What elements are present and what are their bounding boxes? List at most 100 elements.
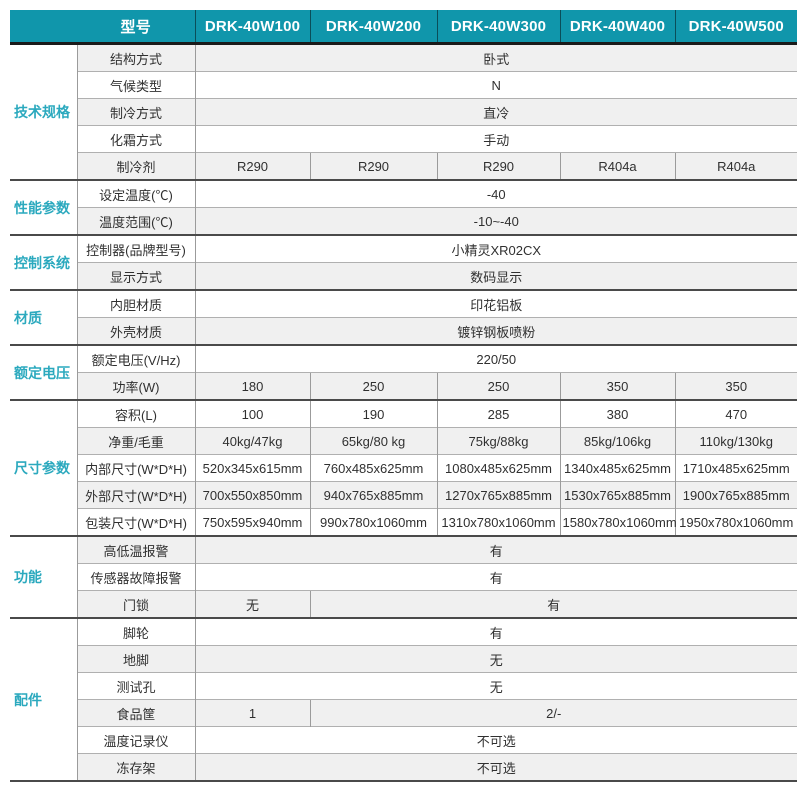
table-row: 显示方式 数码显示 [10, 262, 797, 290]
row-label: 温度记录仪 [76, 726, 196, 754]
row-label: 容积(L) [76, 399, 196, 428]
model-header: DRK-40W200 [309, 10, 437, 45]
value-cell: 110kg/130kg [674, 427, 797, 455]
row-label: 设定温度(℃) [76, 179, 196, 208]
row-label: 外壳材质 [76, 317, 196, 345]
category-cell: 技术规格 [10, 42, 78, 180]
value-cell: 无 [194, 672, 797, 700]
value-cell: 180 [194, 372, 310, 400]
row-label: 高低温报警 [76, 535, 196, 564]
model-header: DRK-40W500 [674, 10, 797, 45]
table-row: 气候类型 N [10, 71, 797, 99]
value-cell: 220/50 [194, 344, 797, 373]
header-row: 型号 DRK-40W100 DRK-40W200 DRK-40W300 DRK-40W4… [10, 10, 797, 45]
value-cell: 有 [194, 617, 797, 646]
category-cell: 配件 [10, 617, 78, 782]
value-cell: 不可选 [194, 726, 797, 754]
table-row: 控制系统 控制器(品牌型号) 小精灵XR02CX [10, 234, 797, 290]
category-cell: 性能参数 [10, 179, 78, 235]
value-cell: N [194, 71, 797, 99]
category-cell: 控制系统 [10, 234, 78, 290]
table-row: 冻存架 不可选 [10, 753, 797, 782]
row-label: 冻存架 [76, 753, 196, 782]
row-label: 气候类型 [76, 71, 196, 99]
value-cell: 2/- [309, 699, 797, 727]
row-label: 额定电压(V/Hz) [76, 344, 196, 373]
value-cell: 250 [436, 372, 560, 400]
table-row: 温度范围(℃) -10~-40 [10, 207, 797, 235]
model-header: DRK-40W300 [436, 10, 560, 45]
value-cell: R404a [674, 152, 797, 180]
table-row: 尺寸参数 容积(L) 100 190 285 380 470 [10, 399, 797, 536]
row-label: 食品筐 [76, 699, 196, 727]
category-cell: 材质 [10, 289, 78, 345]
table-row: 额定电压 额定电压(V/Hz) 220/50 [10, 344, 797, 400]
value-cell: 1310x780x1060mm [436, 508, 560, 536]
model-label-header: 型号 [10, 10, 195, 45]
value-cell: 卧式 [194, 42, 797, 72]
value-cell: 无 [194, 590, 310, 618]
value-cell: 手动 [194, 125, 797, 153]
value-cell: 75kg/88kg [436, 427, 560, 455]
table-row: 内部尺寸(W*D*H) 520x345x615mm 760x485x625mm 108… [10, 454, 797, 482]
category-cell: 额定电压 [10, 344, 78, 400]
row-label: 内胆材质 [76, 289, 196, 318]
table-row: 材质 内胆材质 印花铝板 [10, 289, 797, 345]
row-label: 包装尺寸(W*D*H) [76, 508, 196, 536]
row-label: 温度范围(℃) [76, 207, 196, 235]
value-cell: 1270x765x885mm [436, 481, 560, 509]
table-row: 功率(W) 180 250 250 350 350 [10, 372, 797, 400]
table-row: 门锁无有 [10, 590, 797, 618]
table-row: 地脚无 [10, 645, 797, 673]
value-cell: 有 [309, 590, 797, 618]
table-row: 测试孔无 [10, 672, 797, 700]
table-row: 性能参数 设定温度(℃) -40 [10, 179, 797, 235]
row-label: 脚轮 [76, 617, 196, 646]
value-cell: 不可选 [194, 753, 797, 782]
value-cell: 直冷 [194, 98, 797, 126]
row-label: 门锁 [76, 590, 196, 618]
row-label: 控制器(品牌型号) [76, 234, 196, 263]
value-cell: R290 [309, 152, 437, 180]
table-row: 制冷方式 直冷 [10, 98, 797, 126]
value-cell: 有 [194, 563, 797, 591]
value-cell: 1 [194, 699, 310, 727]
row-label: 地脚 [76, 645, 196, 673]
value-cell: 100 [194, 399, 310, 428]
value-cell: 470 [674, 399, 797, 428]
value-cell: 190 [309, 399, 437, 428]
table-row: 化霜方式 手动 [10, 125, 797, 153]
table-row: 外壳材质 镀锌钢板喷粉 [10, 317, 797, 345]
value-cell: 940x765x885mm [309, 481, 437, 509]
value-cell: 65kg/80 kg [309, 427, 437, 455]
value-cell: 1530x765x885mm [559, 481, 675, 509]
table-row: 功能 高低温报警有 [10, 535, 797, 618]
table-row: 净重/毛重 40kg/47kg 65kg/80 kg 75kg/88kg 85kg/10… [10, 427, 797, 455]
row-label: 外部尺寸(W*D*H) [76, 481, 196, 509]
value-cell: 小精灵XR02CX [194, 234, 797, 263]
value-cell: R404a [559, 152, 675, 180]
table-row: 制冷剂 R290 R290 R290 R404a R404a [10, 152, 797, 180]
value-cell: 数码显示 [194, 262, 797, 290]
table-row: 配件 脚轮有 [10, 617, 797, 782]
value-cell: 1900x765x885mm [674, 481, 797, 509]
row-label: 显示方式 [76, 262, 196, 290]
value-cell: 85kg/106kg [559, 427, 675, 455]
row-label: 传感器故障报警 [76, 563, 196, 591]
value-cell: 350 [674, 372, 797, 400]
value-cell: 250 [309, 372, 437, 400]
value-cell: 700x550x850mm [194, 481, 310, 509]
row-label: 制冷剂 [76, 152, 196, 180]
category-cell: 功能 [10, 535, 78, 618]
model-header: DRK-40W400 [559, 10, 675, 45]
value-cell: 印花铝板 [194, 289, 797, 318]
value-cell: 760x485x625mm [309, 454, 437, 482]
value-cell: -10~-40 [194, 207, 797, 235]
value-cell: 有 [194, 535, 797, 564]
value-cell: 1080x485x625mm [436, 454, 560, 482]
row-label: 功率(W) [76, 372, 196, 400]
value-cell: 990x780x1060mm [309, 508, 437, 536]
table-row: 包装尺寸(W*D*H) 750x595x940mm 990x780x1060mm 13… [10, 508, 797, 536]
table-row: 技术规格 结构方式 卧式 [10, 42, 797, 180]
